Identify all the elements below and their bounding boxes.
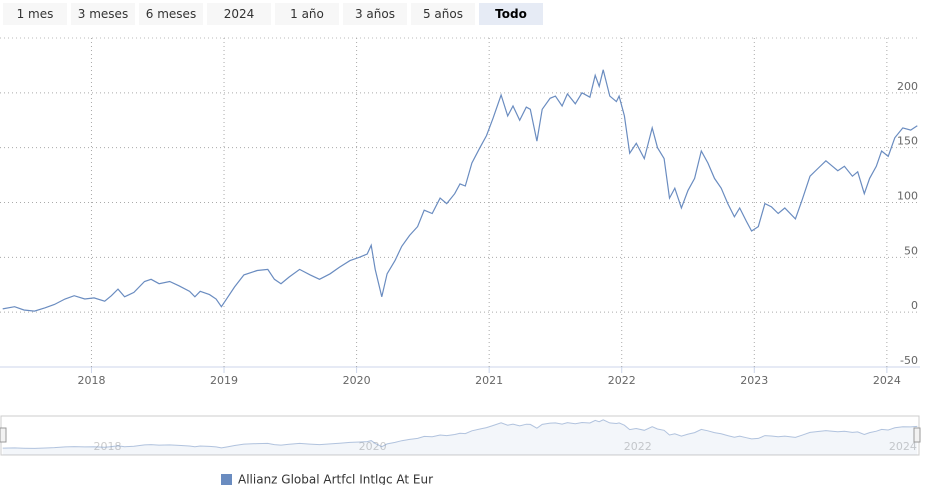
range-button[interactable]: 6 meses — [139, 3, 203, 25]
x-tick-label: 2021 — [475, 374, 503, 387]
range-button[interactable]: 2024 — [207, 3, 271, 25]
navigator-label: 2024 — [889, 440, 917, 453]
x-tick-label: 2024 — [873, 374, 901, 387]
navigator-label: 2022 — [624, 440, 652, 453]
range-selector: 1 mes 3 meses 6 meses 2024 1 año 3 años 5 años… — [3, 3, 543, 25]
y-tick-label: -50 — [900, 354, 918, 367]
x-tick-label: 2023 — [740, 374, 768, 387]
y-tick-label: 0 — [911, 299, 918, 312]
legend-text: Allianz Global Artfcl Intlgc At Eur — [238, 473, 433, 485]
range-button[interactable]: 3 años — [343, 3, 407, 25]
navigator-line — [2, 419, 918, 449]
range-button[interactable]: 3 meses — [71, 3, 135, 25]
navigator-handle — [913, 427, 921, 443]
range-button[interactable]: 5 años — [411, 3, 475, 25]
y-tick-label: 100 — [897, 190, 918, 203]
series-line — [2, 69, 918, 312]
navigator-label: 2020 — [359, 440, 387, 453]
range-button[interactable]: 1 mes — [3, 3, 67, 25]
range-button[interactable]: Todo — [479, 3, 543, 25]
x-tick-label: 2022 — [608, 374, 636, 387]
legend-swatch — [221, 474, 232, 485]
range-button[interactable]: 1 año — [275, 3, 339, 25]
x-tick-label: 2019 — [210, 374, 238, 387]
y-tick-label: 200 — [897, 80, 918, 93]
navigator-handle — [0, 427, 7, 443]
x-tick-label: 2018 — [77, 374, 105, 387]
y-tick-label: 50 — [904, 244, 918, 257]
x-tick-label: 2020 — [343, 374, 371, 387]
y-tick-label: 150 — [897, 135, 918, 148]
navigator-area — [2, 419, 918, 455]
